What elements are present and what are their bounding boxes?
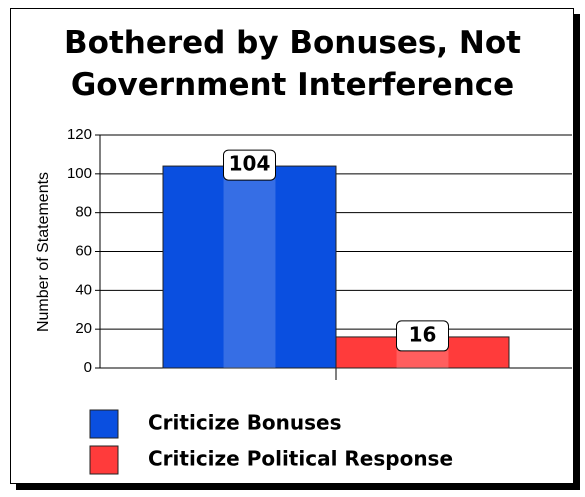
y-tick-label: 60 [75,242,92,259]
y-tick-label: 120 [67,126,92,143]
y-tick-label: 80 [75,204,92,221]
legend-label: Criticize Political Response [148,447,453,471]
bar-shine [223,166,276,368]
value-label: 16 [409,322,437,346]
bar [162,165,337,369]
value-label: 104 [229,152,271,176]
legend-swatch [89,409,119,439]
y-tick-label: 20 [75,320,92,337]
value-label-box [396,320,449,352]
value-label-box [223,149,276,181]
legend-swatch [89,445,119,475]
chart-title: Bothered by Bonuses, Not Government Inte… [64,25,521,103]
y-tick-label: 40 [75,281,92,298]
y-tick-label: 0 [84,359,92,376]
legend-label: Criticize Bonuses [148,411,342,435]
y-axis-label: Number of Statements [35,172,52,332]
y-tick-label: 100 [67,165,92,182]
